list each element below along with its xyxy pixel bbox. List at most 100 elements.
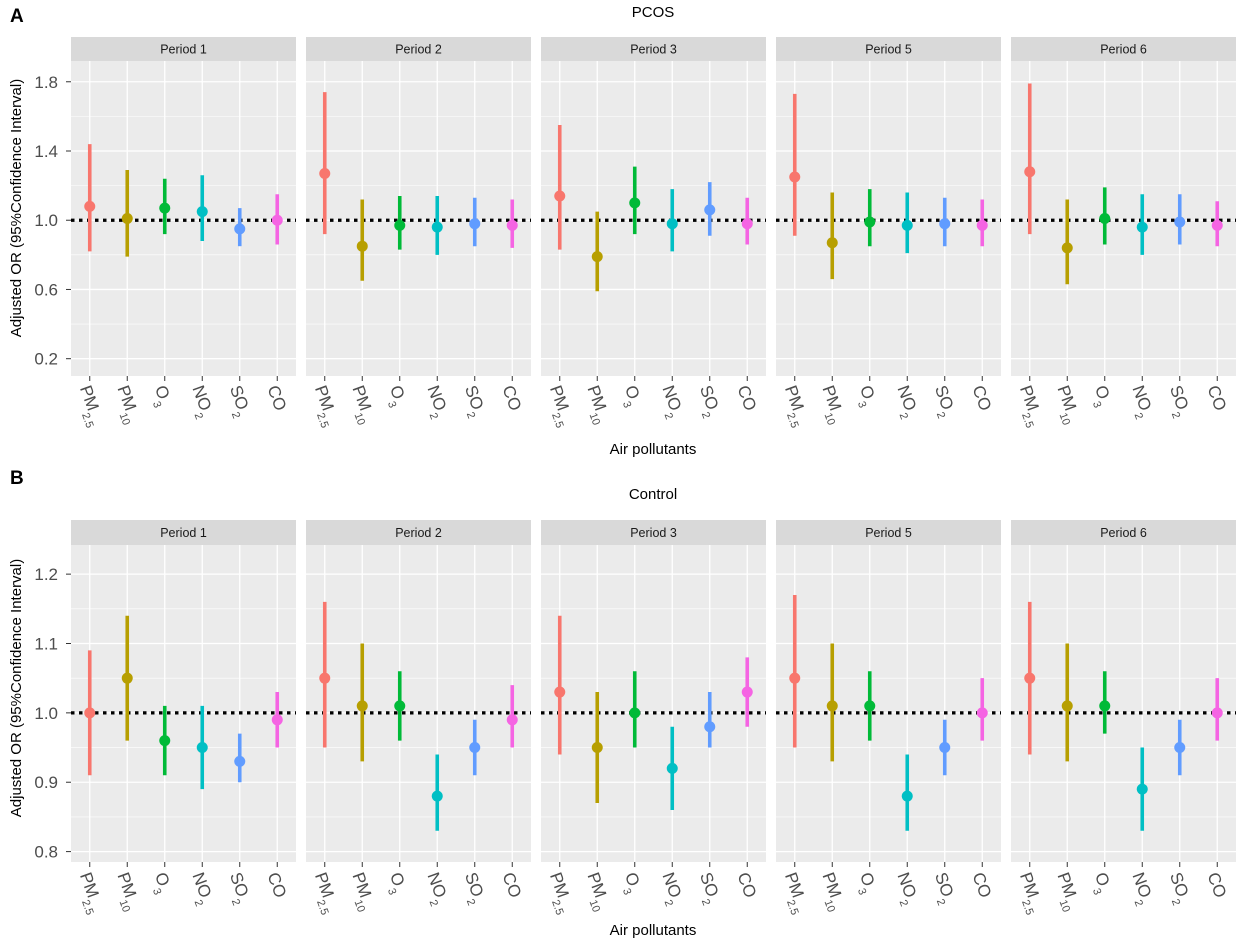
x-tick-label: PM10 (578, 870, 614, 914)
x-tick-label: SO2 (925, 870, 959, 907)
y-tick-label: 1.2 (34, 565, 58, 584)
or-point (1024, 166, 1036, 178)
x-tick-label-subscript: 3 (855, 400, 868, 410)
x-tick-label: CO (733, 870, 760, 900)
or-point (159, 735, 171, 747)
or-point (196, 742, 208, 754)
x-tick-label: PM2.5 (305, 870, 342, 917)
x-tick-label-main: NO (188, 383, 215, 413)
or-point (591, 251, 603, 263)
x-tick-label-main: O (151, 870, 173, 889)
or-point (901, 790, 913, 802)
x-tick-label: PM10 (813, 870, 849, 914)
x-tick-label-subscript: 2 (662, 898, 675, 908)
x-tick-label-main: O (856, 870, 878, 889)
plot-background (71, 545, 296, 862)
x-tick-label-subscript: 2.5 (549, 898, 566, 916)
x-tick-label-subscript: 2 (464, 410, 477, 420)
facet-strip (1011, 520, 1236, 545)
x-tick-label-main: NO (423, 383, 450, 413)
x-tick-label-main: CO (733, 870, 760, 900)
x-tick-label: CO (968, 383, 995, 413)
x-tick-label: O3 (850, 870, 880, 897)
x-tick-label: CO (1203, 870, 1230, 900)
x-tick-label-main: CO (263, 383, 290, 413)
x-tick-label-subscript: 10 (1057, 411, 1072, 427)
x-tick-label-subscript: 3 (620, 887, 633, 897)
or-point (1061, 700, 1073, 712)
x-tick-label: CO (263, 383, 290, 413)
x-tick-label: O3 (145, 383, 175, 410)
x-tick-label-main: SO (696, 870, 722, 900)
or-point (789, 672, 801, 684)
x-tick-label-main: O (386, 870, 408, 889)
or-point (506, 219, 518, 231)
x-tick-label-main: SO (1166, 870, 1192, 900)
x-tick-label-main: CO (498, 870, 525, 900)
y-tick-label: 0.6 (34, 280, 58, 299)
x-tick-label: O3 (615, 383, 645, 410)
or-point (159, 202, 171, 214)
x-tick-label-main: CO (498, 383, 525, 413)
or-point (356, 240, 368, 252)
x-tick-label-main: CO (968, 870, 995, 900)
facet-strip-label: Period 6 (1100, 526, 1147, 540)
plot-background (306, 61, 531, 376)
x-tick-label-subscript: 10 (352, 411, 367, 427)
x-tick-label-main: CO (263, 870, 290, 900)
or-point (741, 686, 753, 698)
x-tick-label: CO (498, 870, 525, 900)
x-tick-label-main: PM (311, 870, 338, 900)
x-tick-label-main: SO (226, 383, 252, 413)
x-tick-label-main: PM (76, 383, 103, 413)
x-tick-label-main: O (621, 870, 643, 889)
x-tick-label-subscript: 2.5 (784, 898, 801, 916)
or-point (704, 721, 716, 733)
plot-background (306, 545, 531, 862)
x-tick-label-subscript: 2.5 (314, 411, 331, 429)
or-point (506, 714, 518, 726)
x-tick-label-main: PM (546, 383, 573, 413)
x-tick-label-main: PM (583, 870, 610, 900)
x-axis-title: Air pollutants (610, 922, 697, 939)
or-point (234, 223, 246, 235)
x-tick-label-subscript: 2.5 (314, 898, 331, 916)
or-point (976, 707, 988, 719)
x-tick-label-subscript: 2.5 (549, 411, 566, 429)
or-point (1099, 700, 1111, 712)
panel-letter: B (10, 468, 24, 489)
x-tick-label: PM10 (1048, 383, 1084, 427)
x-tick-label-subscript: 10 (117, 411, 132, 427)
x-tick-label-subscript: 3 (385, 400, 398, 410)
or-point (394, 219, 406, 231)
or-point (1024, 672, 1036, 684)
x-tick-label: O3 (615, 870, 645, 897)
x-tick-label-subscript: 2 (699, 897, 712, 907)
x-tick-label-subscript: 2 (1132, 898, 1145, 908)
x-tick-label: O3 (380, 870, 410, 897)
x-tick-label-main: SO (461, 383, 487, 413)
x-tick-label: PM2.5 (1010, 870, 1047, 917)
x-tick-label-main: SO (226, 870, 252, 900)
x-tick-label-subscript: 2 (897, 411, 910, 421)
or-point (554, 686, 566, 698)
x-axis-title: Air pollutants (610, 441, 697, 458)
x-tick-label-main: PM (311, 383, 338, 413)
x-tick-label: SO2 (455, 870, 489, 907)
plot-background (1011, 545, 1236, 862)
or-point (431, 790, 443, 802)
facet-strip-label: Period 3 (630, 526, 677, 540)
x-tick-label: NO2 (183, 383, 217, 421)
x-tick-label-subscript: 2 (192, 411, 205, 421)
x-tick-label-main: NO (893, 383, 920, 413)
or-point (864, 216, 876, 228)
or-point (469, 742, 481, 754)
x-tick-label-main: SO (931, 383, 957, 413)
x-tick-label: SO2 (690, 383, 724, 420)
x-tick-label: PM10 (108, 870, 144, 914)
